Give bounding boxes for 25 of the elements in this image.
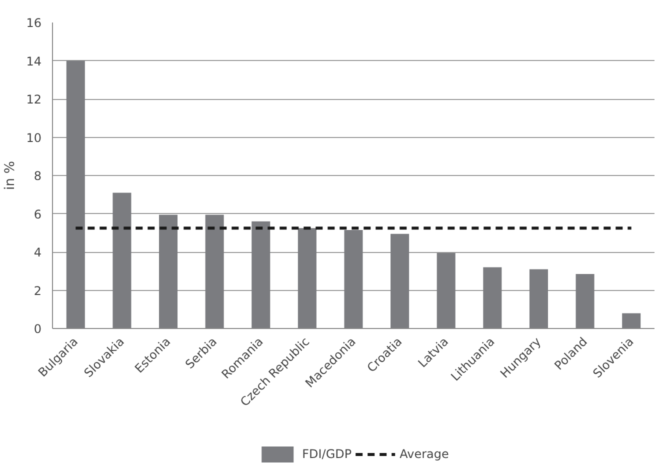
y-tick-label: 10: [26, 130, 42, 145]
bar: [576, 274, 594, 328]
y-tick-label: 2: [34, 284, 42, 298]
bar: [205, 214, 224, 328]
y-tick-label: 12: [26, 92, 42, 106]
y-tick-label: 14: [26, 54, 42, 68]
bar: [66, 60, 85, 328]
y-tick-label: 0: [34, 322, 42, 336]
y-axis-title: in %: [3, 160, 18, 190]
y-tick-label: 16: [26, 16, 42, 30]
y-tick-label: 8: [34, 169, 42, 183]
bar: [298, 228, 316, 328]
legend-label: Average: [400, 447, 449, 461]
bar: [252, 221, 270, 328]
bar: [483, 267, 502, 328]
y-tick-label: 6: [34, 207, 42, 222]
legend-label: FDI/GDP: [302, 447, 352, 461]
bar: [112, 192, 132, 328]
bar: [529, 269, 548, 328]
y-tick-label: 4: [34, 246, 42, 260]
bar: [344, 230, 363, 328]
bar: [159, 214, 178, 328]
bar: [436, 252, 456, 328]
bar: [390, 234, 410, 328]
bar: [622, 313, 641, 328]
